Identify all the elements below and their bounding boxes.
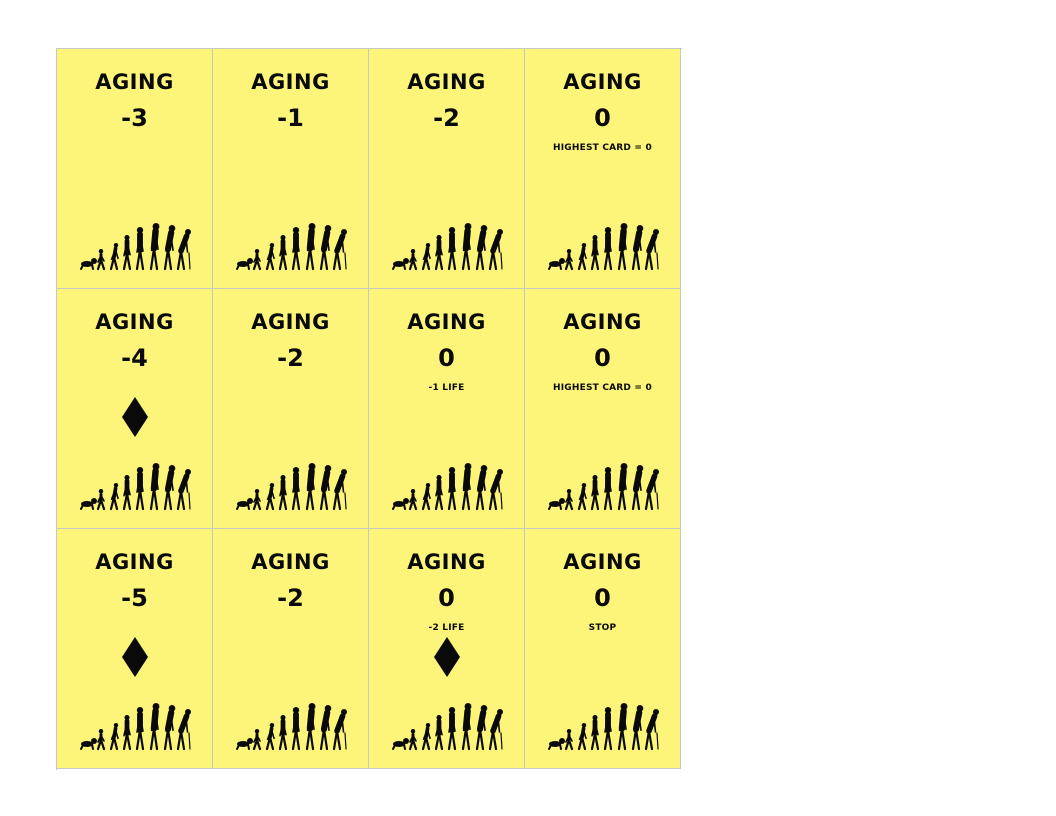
human-aging-silhouettes-icon [80,703,191,751]
aging-card: AGING -5 [57,529,213,769]
card-value: 0 [438,344,455,372]
aging-card: AGING -1 [213,49,369,289]
card-title: AGING [563,310,642,334]
card-value: -2 [277,584,304,612]
card-value: 0 [594,344,611,372]
card-title: AGING [563,550,642,574]
card-title: AGING [407,70,486,94]
human-aging-silhouettes-icon [548,463,659,511]
human-aging-silhouettes-icon [392,223,503,271]
card-note: HIGHEST CARD = 0 [553,383,652,393]
card-title: AGING [407,550,486,574]
card-title: AGING [95,310,174,334]
card-value: -4 [121,344,148,372]
card-note: HIGHEST CARD = 0 [553,143,652,153]
aging-card: AGING 0 STOP [525,529,681,769]
card-value: -5 [121,584,148,612]
card-value: -1 [277,104,304,132]
human-aging-silhouettes-icon [80,463,191,511]
card-note: -2 LIFE [428,623,465,633]
card-title: AGING [95,70,174,94]
aging-card: AGING -2 [213,529,369,769]
card-title: AGING [251,550,330,574]
aging-card: AGING -2 [369,49,525,289]
card-value: -2 [277,344,304,372]
human-aging-silhouettes-icon [236,223,347,271]
human-aging-silhouettes-icon [392,703,503,751]
card-title: AGING [563,70,642,94]
card-value: 0 [594,584,611,612]
card-title: AGING [251,70,330,94]
human-aging-silhouettes-icon [548,703,659,751]
card-title: AGING [95,550,174,574]
card-value: 0 [594,104,611,132]
card-value: 0 [438,584,455,612]
human-aging-silhouettes-icon [236,463,347,511]
human-aging-silhouettes-icon [236,703,347,751]
card-value: -2 [433,104,460,132]
human-aging-silhouettes-icon [392,463,503,511]
aging-card: AGING 0 HIGHEST CARD = 0 [525,49,681,289]
card-note: STOP [588,623,617,633]
aging-card: AGING 0 -2 LIFE [369,529,525,769]
aging-card: AGING -4 [57,289,213,529]
card-title: AGING [407,310,486,334]
aging-card: AGING 0 HIGHEST CARD = 0 [525,289,681,529]
card-title: AGING [251,310,330,334]
human-aging-silhouettes-icon [548,223,659,271]
human-aging-silhouettes-icon [80,223,191,271]
card-note: -1 LIFE [428,383,465,393]
diamond-icon [121,637,148,677]
diamond-icon [433,637,460,677]
aging-card: AGING -3 [57,49,213,289]
aging-card-sheet: AGING -3 AGING -1 AGING -2 AGING 0 HIGHEST CARD … [56,48,682,770]
aging-card: AGING 0 -1 LIFE [369,289,525,529]
card-value: -3 [121,104,148,132]
aging-card: AGING -2 [213,289,369,529]
diamond-icon [121,397,148,437]
